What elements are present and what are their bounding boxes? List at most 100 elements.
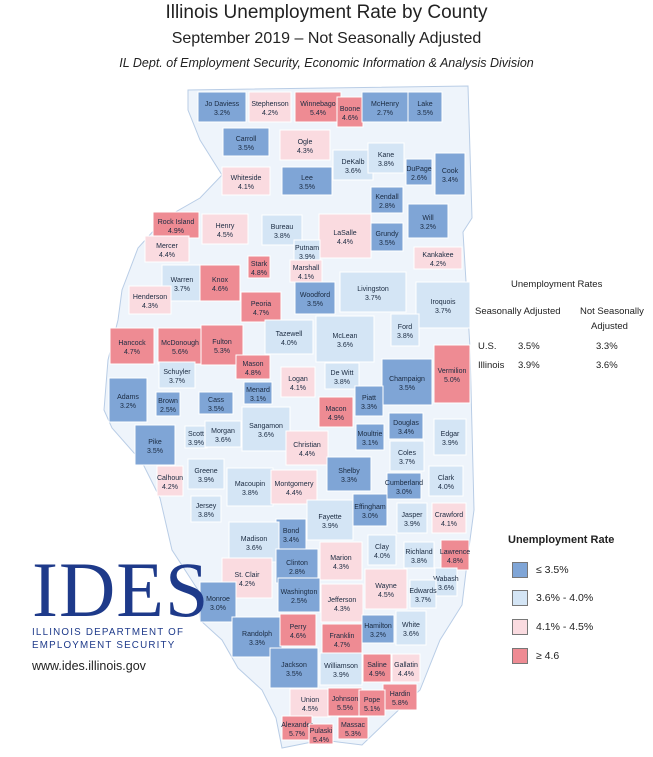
county-shape — [280, 366, 316, 398]
county-name: De Witt — [331, 370, 354, 377]
county-hancock: Hancock 4.7% — [109, 327, 155, 365]
county-rate: 4.3% — [334, 606, 350, 613]
county-rate: 3.5% — [147, 448, 163, 455]
county-rate: 4.9% — [168, 228, 184, 235]
county-shape — [364, 568, 408, 610]
county-rate: 4.7% — [124, 349, 140, 356]
county-rate: 4.0% — [374, 553, 390, 560]
county-name: Stephenson — [251, 101, 288, 108]
map-title: Illinois Unemployment Rate by County — [165, 2, 488, 23]
county-shape — [279, 129, 331, 161]
county-pike: Pike 3.5% — [134, 424, 176, 466]
county-rate: 3.7% — [365, 295, 381, 302]
county-massac: Massac 5.3% — [337, 716, 369, 740]
county-jo-daviess: Jo Daviess 3.2% — [197, 91, 247, 123]
county-name: White — [402, 622, 420, 629]
county-rate: 3.0% — [362, 513, 378, 520]
county-shape — [199, 264, 241, 302]
county-name: Calhoun — [157, 475, 183, 482]
county-putnam: Putnam 3.9% — [293, 239, 321, 263]
county-rate: 3.2% — [214, 110, 230, 117]
county-stark: Stark 4.8% — [247, 255, 271, 279]
county-shape — [361, 91, 409, 123]
county-shape — [199, 581, 237, 623]
county-name: St. Clair — [235, 572, 261, 579]
county-shape — [355, 423, 385, 451]
rates-row-sa: 3.9% — [518, 360, 540, 371]
county-name: DuPage — [406, 166, 431, 173]
county-rate: 3.0% — [210, 605, 226, 612]
county-shape — [281, 715, 313, 741]
county-mclean: McLean 3.6% — [315, 315, 375, 363]
county-pulaski: Pulaski 5.4% — [308, 723, 334, 745]
county-shape — [362, 653, 392, 683]
source-credit: IL Dept. of Employment Security, Economi… — [119, 56, 534, 70]
county-name: Cumberland — [385, 480, 423, 487]
county-rate: 5.5% — [337, 705, 353, 712]
county-name: LaSalle — [333, 230, 356, 237]
county-name: Pulaski — [310, 728, 333, 735]
county-shape — [405, 158, 433, 186]
county-rate: 3.6% — [337, 342, 353, 349]
county-shape — [326, 456, 372, 492]
county-name: Union — [301, 697, 319, 704]
county-livingston: Livingston 3.7% — [339, 271, 407, 313]
county-marion: Marion 4.3% — [319, 541, 363, 581]
rates-row-nsa: 3.6% — [596, 360, 618, 371]
county-rate: 3.7% — [399, 459, 415, 466]
county-johnson: Johnson 5.5% — [327, 687, 363, 717]
county-jefferson: Jefferson 4.3% — [320, 583, 364, 623]
county-fayette: Fayette 3.9% — [306, 499, 354, 541]
county-name: Ogle — [298, 139, 313, 146]
county-name: Fulton — [212, 339, 232, 346]
county-name: Carroll — [236, 136, 257, 143]
county-shape — [388, 412, 424, 440]
county-logan: Logan 4.1% — [280, 366, 316, 398]
county-shape — [264, 319, 314, 355]
county-shape — [277, 577, 321, 613]
county-shape — [367, 142, 405, 174]
county-name: Kane — [378, 152, 394, 159]
county-lake: Lake 3.5% — [407, 91, 443, 123]
county-name: Menard — [246, 387, 270, 394]
county-shape — [319, 541, 363, 581]
county-name: Hardin — [390, 691, 411, 698]
county-greene: Greene 3.9% — [187, 458, 225, 490]
county-shape — [434, 152, 466, 196]
county-dekalb: DeKalb 3.6% — [332, 149, 374, 181]
county-name: Adams — [117, 394, 139, 401]
county-rate: 4.0% — [281, 340, 297, 347]
county-rate: 3.8% — [378, 161, 394, 168]
county-rate: 2.6% — [411, 175, 427, 182]
county-name: Pope — [364, 697, 380, 704]
legend-item: ≥ 4.6 — [512, 647, 559, 664]
county-coles: Coles 3.7% — [389, 440, 425, 472]
county-pope: Pope 5.1% — [358, 689, 386, 717]
legend-label: ≥ 4.6 — [536, 649, 560, 662]
county-shape — [428, 465, 464, 497]
county-rate: 4.2% — [430, 261, 446, 268]
county-rate: 3.6% — [246, 545, 262, 552]
county-rate: 3.4% — [442, 177, 458, 184]
county-name: Scott — [188, 431, 204, 438]
county-menard: Menard 3.1% — [243, 381, 273, 405]
county-washington: Washington 2.5% — [277, 577, 321, 613]
county-rate: 4.4% — [398, 671, 414, 678]
county-hamilton: Hamilton 3.2% — [361, 614, 395, 644]
county-name: Cass — [208, 397, 224, 404]
county-rate: 4.1% — [238, 184, 254, 191]
county-rate: 5.7% — [289, 731, 305, 738]
county-rate: 3.9% — [442, 440, 458, 447]
county-rate: 3.6% — [258, 432, 274, 439]
county-rate: 3.5% — [399, 385, 415, 392]
county-shape — [396, 502, 428, 534]
county-rate: 3.7% — [174, 286, 190, 293]
county-name: Ford — [398, 324, 413, 331]
county-rate: 3.1% — [250, 396, 266, 403]
ides-website-link[interactable]: www.ides.illinois.gov — [32, 659, 146, 673]
ides-logo: IDES ILLINOIS DEPARTMENT OF EMPLOYMENT S… — [32, 551, 210, 674]
county-rate: 4.5% — [378, 592, 394, 599]
county-rate: 4.4% — [337, 239, 353, 246]
county-name: Richland — [405, 549, 432, 556]
county-name: Montgomery — [275, 481, 314, 488]
